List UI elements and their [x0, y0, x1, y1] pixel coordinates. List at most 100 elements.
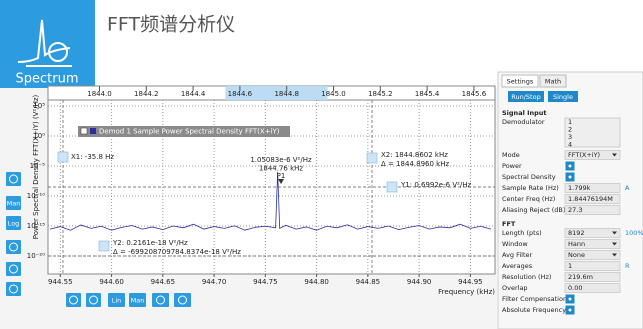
field-value: Hann [568, 240, 585, 248]
value-box[interactable] [564, 283, 621, 293]
button-icon [89, 295, 98, 305]
field-value: 0.00 [568, 284, 582, 292]
field-extra: A [625, 184, 630, 192]
field-extra: 100% [625, 229, 643, 237]
cursor-handle [57, 151, 69, 163]
value-box[interactable] [564, 150, 621, 160]
button-icon [156, 295, 165, 305]
toolbar-button[interactable] [6, 196, 21, 210]
annotation: X1: -35.8 Hz [71, 153, 114, 161]
field-label: Filter Compensation [502, 295, 567, 303]
peak-marker [278, 179, 284, 184]
field-value: 1.799k [568, 184, 591, 192]
annotation: Δ = 1844.8960 kHz [381, 160, 450, 168]
logo-box [0, 0, 95, 88]
button-label: Run/Stop [511, 93, 540, 101]
value-box[interactable] [564, 228, 621, 238]
overview-tick-label: 1844.6 [228, 90, 253, 98]
toolbar-button[interactable] [129, 293, 146, 307]
checkbox-dot [568, 175, 572, 179]
button[interactable] [508, 91, 544, 102]
button-icon [69, 295, 78, 305]
toolbar-button[interactable] [108, 293, 125, 307]
field-extra: R [625, 262, 630, 270]
y-axis-label: Power Spectral Density FFT(X+iY) (V²/Hz) [32, 94, 40, 239]
section-title: Signal Input [502, 109, 547, 117]
field-value: 27.3 [568, 206, 582, 214]
value-box[interactable] [564, 183, 621, 193]
dropdown-arrow [612, 231, 617, 235]
cursor-handle [366, 152, 378, 164]
toolbar-button-label: Lin [112, 297, 122, 305]
x-tick-label: 944.55 [48, 278, 73, 286]
field-label: Absolute Frequency [502, 306, 566, 314]
legend-swatch [80, 127, 88, 135]
x-tick-label: 944.70 [202, 278, 227, 286]
toolbar-button[interactable] [174, 293, 191, 307]
overview-tick-label: 1845.4 [415, 90, 440, 98]
list-option: 3 [568, 133, 572, 141]
value-box[interactable] [564, 194, 621, 204]
field-label: Spectral Density [502, 173, 556, 181]
legend-label: Demod 1 Sample Power Spectral Density FF… [99, 128, 280, 136]
annotation: Y2: 0.2161e-18 V²/Hz [112, 239, 188, 247]
tab[interactable] [539, 74, 567, 88]
tab[interactable] [501, 74, 539, 88]
toolbar-button[interactable] [152, 293, 169, 307]
annotation: 1844.76 kHz [259, 165, 303, 173]
checkbox-dot [568, 164, 572, 168]
x-tick-label: 944.65 [151, 278, 176, 286]
y-tick-label: 10⁻²⁰ [27, 252, 45, 260]
value-box[interactable] [564, 261, 621, 271]
tab-label: Settings [507, 78, 534, 86]
y-tick-label: 10⁻¹⁰ [27, 192, 45, 200]
value-box[interactable] [564, 239, 621, 249]
x-tick-label: 944.75 [253, 278, 278, 286]
cursor-handle [98, 240, 110, 252]
field-label: Demodulator [502, 118, 545, 126]
toolbar-button[interactable] [6, 262, 21, 276]
y-tick-label: 10⁻⁵ [30, 162, 46, 170]
toolbar-button[interactable] [6, 240, 21, 254]
x-tick-label: 944.85 [356, 278, 381, 286]
list-box[interactable] [564, 117, 621, 148]
dropdown-arrow [612, 153, 617, 157]
button-icon [9, 284, 18, 294]
toolbar-button[interactable] [6, 282, 21, 296]
y-tick-label: 10⁰ [33, 132, 45, 140]
field-label: Window [502, 240, 528, 248]
annotation: Y1: 0.6992e-6 V²/Hz [400, 181, 472, 189]
list-option: 2 [568, 126, 572, 134]
cursor-handle [386, 181, 398, 193]
overview-tick-label: 1845.2 [368, 90, 393, 98]
y-tick-label: 10⁵ [33, 102, 45, 110]
legend-box [78, 126, 290, 137]
page-title: FFT频谱分析仪 [107, 14, 235, 36]
x-tick-label: 944.80 [304, 278, 329, 286]
toolbar-button-label: Log [8, 220, 20, 228]
button[interactable] [548, 91, 578, 102]
field-label: Aliasing Reject (dB) [502, 206, 565, 214]
x-tick-label: 944.90 [407, 278, 432, 286]
value-box[interactable] [564, 250, 621, 260]
value-box[interactable] [564, 205, 621, 215]
field-label: Resolution (Hz) [502, 273, 551, 281]
dropdown-arrow [612, 253, 617, 257]
field-label: Mode [502, 151, 520, 159]
button-icon [9, 174, 18, 184]
toolbar-button-label: Man [131, 297, 145, 305]
overview-tick-label: 1845.6 [462, 90, 487, 98]
toolbar-button[interactable] [6, 216, 21, 230]
toolbar-button[interactable] [66, 293, 81, 307]
value-box[interactable] [564, 272, 621, 282]
button-icon [9, 264, 18, 274]
button-icon [9, 242, 18, 252]
checkbox-dot [568, 297, 572, 301]
field-value: 1.84476194M [568, 195, 613, 203]
field-value: 1 [568, 262, 572, 270]
annotation: 1.05083e-6 V²/Hz [250, 156, 312, 164]
toolbar-button[interactable] [6, 172, 21, 186]
toolbar-button[interactable] [86, 293, 101, 307]
field-value: 8192 [568, 229, 585, 237]
tab-label: Math [545, 78, 561, 86]
